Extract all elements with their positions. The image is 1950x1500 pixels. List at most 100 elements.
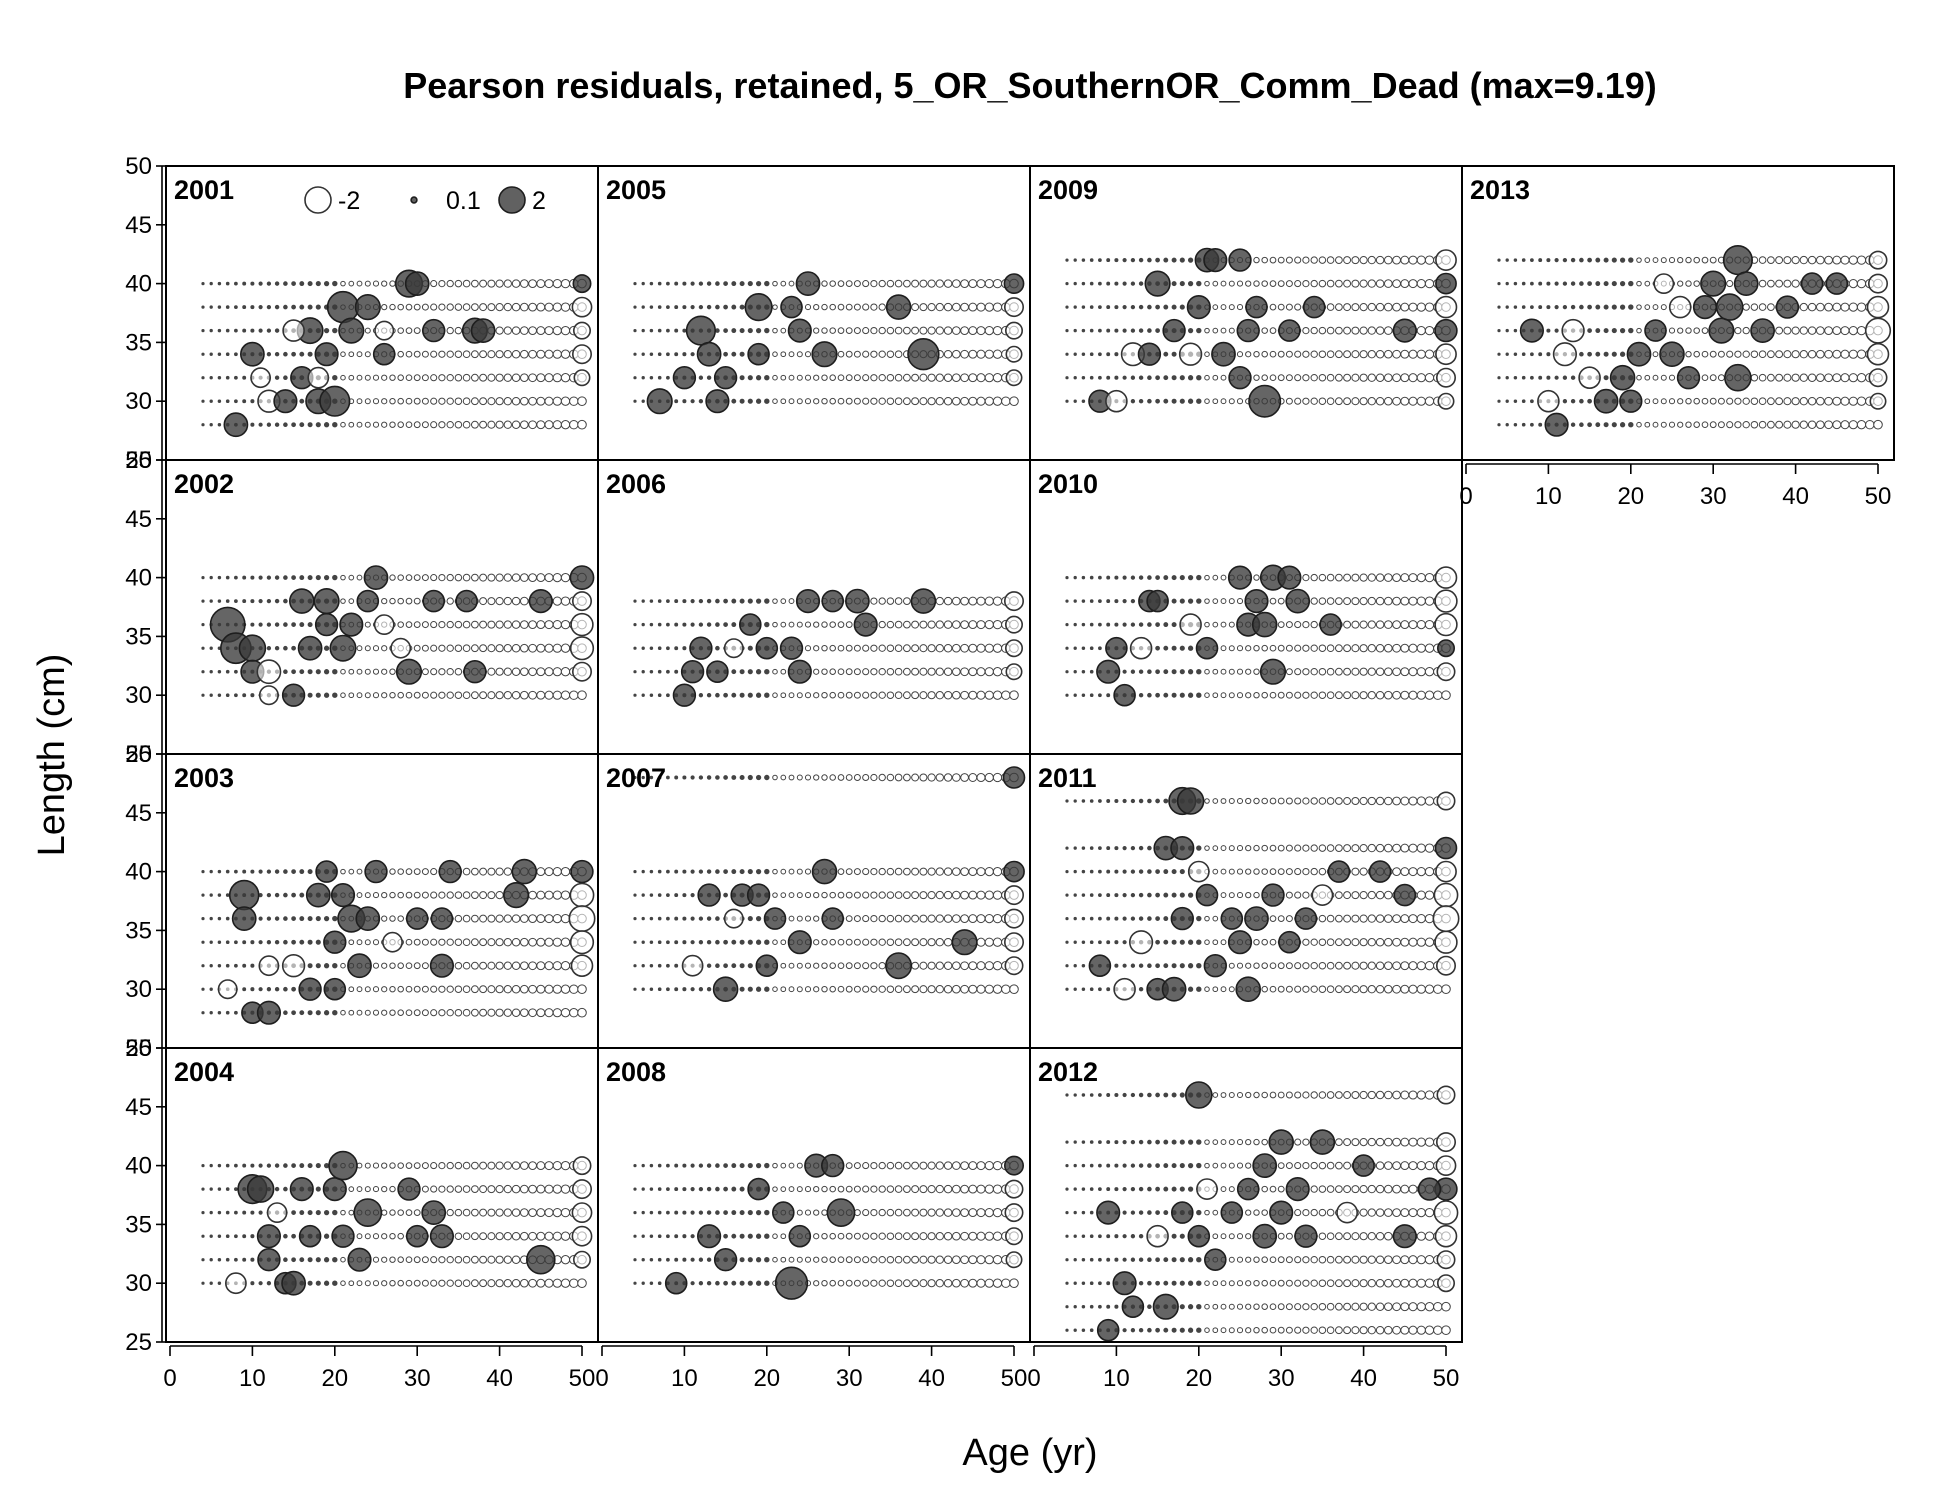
residual-point bbox=[234, 375, 238, 380]
residual-point bbox=[870, 279, 878, 288]
y-tick-label: 25 bbox=[125, 1035, 152, 1062]
residual-point bbox=[1375, 349, 1385, 359]
residual-point bbox=[1204, 986, 1210, 992]
residual-point bbox=[503, 1232, 512, 1241]
residual-point bbox=[1791, 420, 1800, 429]
residual-point bbox=[503, 279, 512, 288]
residual-point bbox=[911, 303, 920, 312]
residual-point bbox=[471, 279, 479, 288]
residual-point bbox=[217, 328, 222, 333]
residual-bubble bbox=[238, 634, 267, 663]
residual-point bbox=[813, 1280, 820, 1287]
residual-point bbox=[266, 869, 272, 874]
residual-point bbox=[853, 774, 861, 781]
residual-point bbox=[1335, 350, 1343, 359]
residual-bubble bbox=[1252, 1153, 1278, 1179]
residual-point bbox=[796, 1162, 803, 1169]
residual-point bbox=[1253, 280, 1260, 287]
residual-point bbox=[1318, 844, 1327, 852]
residual-point bbox=[1212, 1209, 1219, 1216]
residual-point bbox=[1187, 574, 1194, 581]
residual-point bbox=[225, 599, 230, 603]
residual-point bbox=[479, 985, 488, 994]
residual-point bbox=[307, 916, 313, 922]
residual-point bbox=[1513, 422, 1518, 427]
residual-point bbox=[755, 398, 762, 404]
residual-point bbox=[1204, 668, 1210, 675]
residual-bubble bbox=[723, 638, 744, 659]
residual-point bbox=[1750, 373, 1759, 382]
residual-bubble bbox=[1437, 639, 1456, 658]
residual-point bbox=[1261, 797, 1268, 805]
residual-point bbox=[698, 281, 704, 286]
residual-point bbox=[348, 939, 355, 946]
residual-point bbox=[1530, 352, 1534, 357]
residual-point bbox=[1114, 1187, 1119, 1192]
residual-point bbox=[438, 891, 446, 899]
legend: -2 0.1 2 bbox=[304, 186, 546, 215]
residual-point bbox=[560, 913, 571, 924]
residual-point bbox=[1130, 1139, 1136, 1145]
residual-point bbox=[519, 1008, 529, 1018]
panel-frame bbox=[165, 1047, 599, 1343]
residual-point bbox=[356, 1280, 363, 1287]
residual-point bbox=[690, 940, 695, 945]
residual-point bbox=[315, 692, 321, 698]
residual-point bbox=[1318, 1326, 1327, 1334]
residual-point bbox=[1351, 350, 1360, 359]
residual-point bbox=[421, 1185, 429, 1193]
residual-point bbox=[1147, 575, 1152, 580]
residual-bubble bbox=[787, 318, 812, 343]
residual-point bbox=[1758, 256, 1767, 264]
residual-point bbox=[495, 1008, 504, 1017]
y-tick-label: 50 bbox=[125, 1035, 152, 1062]
residual-point bbox=[1310, 350, 1318, 358]
residual-point bbox=[495, 573, 504, 582]
residual-point bbox=[1351, 573, 1360, 582]
residual-point bbox=[1424, 278, 1435, 289]
residual-point bbox=[315, 422, 321, 428]
residual-point bbox=[356, 1162, 363, 1169]
residual-point bbox=[217, 963, 222, 968]
residual-point bbox=[1269, 797, 1277, 805]
residual-bubble bbox=[672, 683, 697, 707]
residual-point bbox=[225, 893, 230, 897]
residual-point bbox=[1709, 374, 1717, 382]
residual-bubble bbox=[1170, 906, 1195, 931]
residual-point bbox=[747, 916, 753, 922]
residual-point bbox=[641, 399, 645, 403]
residual-point bbox=[291, 304, 296, 310]
residual-point bbox=[1236, 398, 1244, 405]
residual-point bbox=[446, 350, 454, 358]
residual-point bbox=[258, 575, 263, 580]
residual-point bbox=[919, 1255, 928, 1264]
residual-point bbox=[372, 939, 380, 946]
residual-point bbox=[1236, 1091, 1244, 1099]
residual-point bbox=[1081, 963, 1086, 968]
y-axis-title: Length (cm) bbox=[31, 654, 73, 857]
residual-point bbox=[225, 940, 230, 945]
residual-point bbox=[1106, 375, 1111, 380]
residual-bubble bbox=[1228, 248, 1252, 272]
residual-point bbox=[1335, 279, 1343, 288]
residual-point bbox=[1775, 279, 1784, 288]
residual-point bbox=[1228, 1327, 1235, 1334]
residual-point bbox=[1383, 1231, 1393, 1241]
residual-bubble bbox=[1285, 588, 1311, 614]
residual-point bbox=[731, 1233, 737, 1239]
residual-point bbox=[1196, 1280, 1202, 1286]
residual-point bbox=[217, 399, 222, 403]
residual-point bbox=[1644, 374, 1651, 381]
residual-point bbox=[454, 985, 463, 993]
residual-point bbox=[528, 1184, 537, 1194]
residual-point bbox=[666, 622, 670, 627]
residual-point bbox=[1122, 1328, 1127, 1333]
residual-point bbox=[1122, 1210, 1127, 1215]
residual-point bbox=[397, 621, 404, 628]
residual-point bbox=[413, 1162, 421, 1170]
residual-point bbox=[1318, 1208, 1327, 1217]
residual-point bbox=[764, 692, 770, 698]
residual-point bbox=[755, 375, 762, 381]
residual-bubble bbox=[1171, 1201, 1194, 1224]
residual-point bbox=[1220, 668, 1227, 675]
